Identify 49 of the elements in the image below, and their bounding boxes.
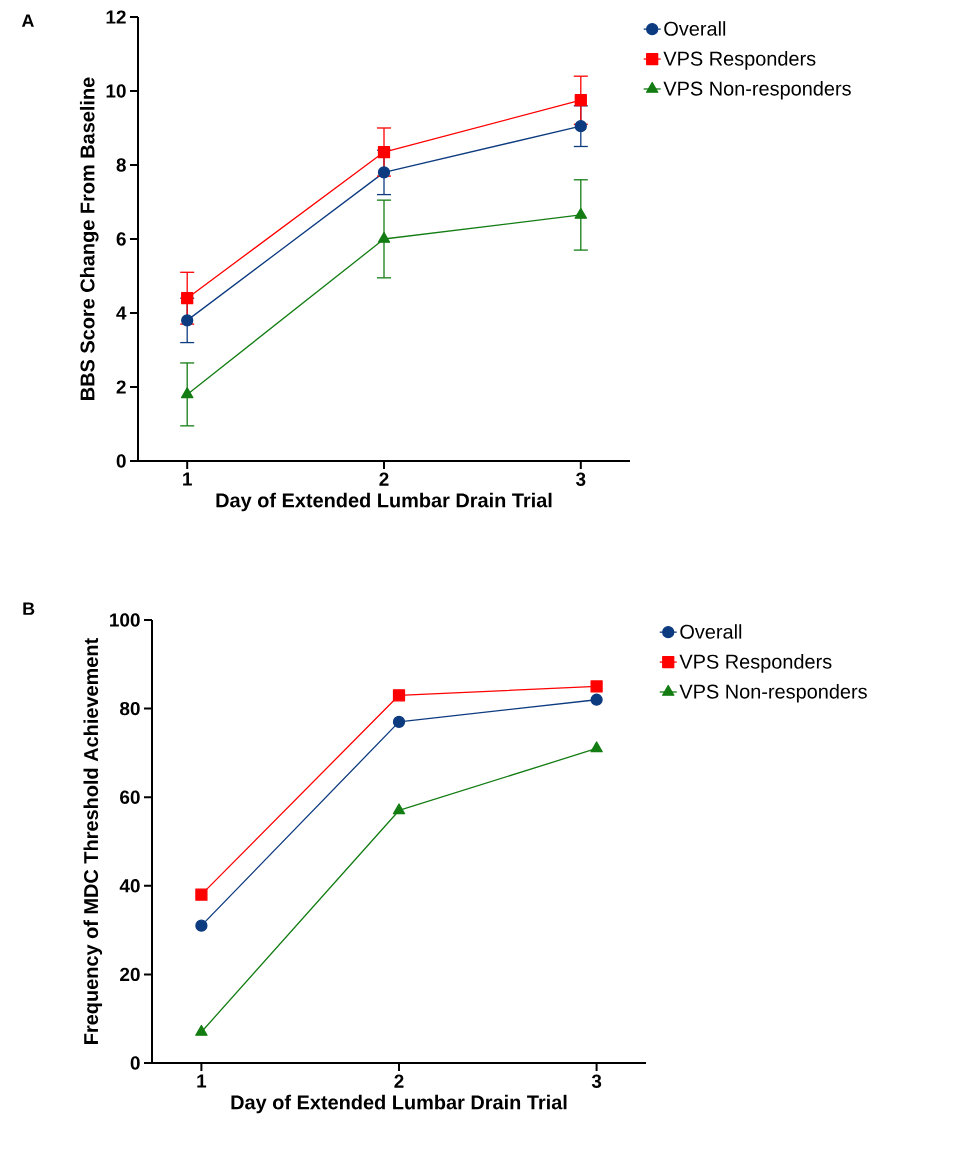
x-tick-label: 3	[575, 472, 586, 486]
y-tick-label: 0	[130, 1056, 140, 1070]
legend-label: VPS Responders	[679, 654, 832, 673]
x-tick-label: 1	[183, 472, 192, 486]
y-tick-label: 6	[116, 232, 126, 246]
x-axis-title: Day of Extended Lumbar Drain Trial	[231, 1094, 567, 1114]
y-tick-label: 12	[106, 10, 126, 24]
point	[181, 292, 194, 305]
y-tick-label: 2	[116, 380, 126, 394]
legend-label: VPS Responders	[663, 51, 816, 70]
y-axis-title: BBS Score Change From Baseline	[79, 77, 99, 400]
point	[574, 94, 587, 107]
y-axis-title: Frequency of MDC Threshold Achievement	[83, 638, 103, 1044]
legend-label: VPS Non-responders	[679, 684, 867, 703]
x-tick-label: 2	[379, 472, 389, 486]
point	[377, 166, 391, 179]
point	[392, 803, 406, 815]
legend-label: Overall	[680, 624, 742, 639]
y-tick-label: 4	[116, 306, 127, 320]
point	[195, 919, 208, 932]
point	[195, 888, 208, 901]
y-tick-label: 8	[116, 158, 126, 172]
chart-title: A	[21, 14, 34, 27]
point	[392, 715, 406, 729]
x-tick-label: 3	[591, 1074, 602, 1088]
y-tick-label: 40	[119, 879, 140, 893]
point	[392, 689, 406, 702]
point	[574, 207, 588, 219]
x-tick-label: 1	[197, 1074, 207, 1088]
point	[377, 231, 391, 243]
legend-label: VPS Non-responders	[663, 81, 851, 100]
y-tick-label: 60	[120, 790, 140, 804]
x-axis-title: Day of Extended Lumbar Drain Trial	[216, 492, 552, 512]
point	[195, 1024, 208, 1036]
point	[590, 693, 603, 706]
x-tick-label: 2	[394, 1074, 404, 1088]
chart-title: B	[23, 602, 35, 615]
point	[377, 145, 391, 159]
point	[590, 680, 603, 693]
y-tick-label: 100	[110, 613, 140, 627]
y-tick-label: 0	[116, 454, 126, 468]
legend-label: Overall	[664, 21, 726, 36]
point	[574, 120, 587, 133]
point	[590, 741, 603, 753]
y-tick-label: 10	[106, 84, 126, 98]
y-tick-label: 20	[120, 967, 140, 982]
point	[181, 314, 194, 327]
point	[180, 387, 194, 399]
y-tick-label: 80	[120, 701, 140, 716]
